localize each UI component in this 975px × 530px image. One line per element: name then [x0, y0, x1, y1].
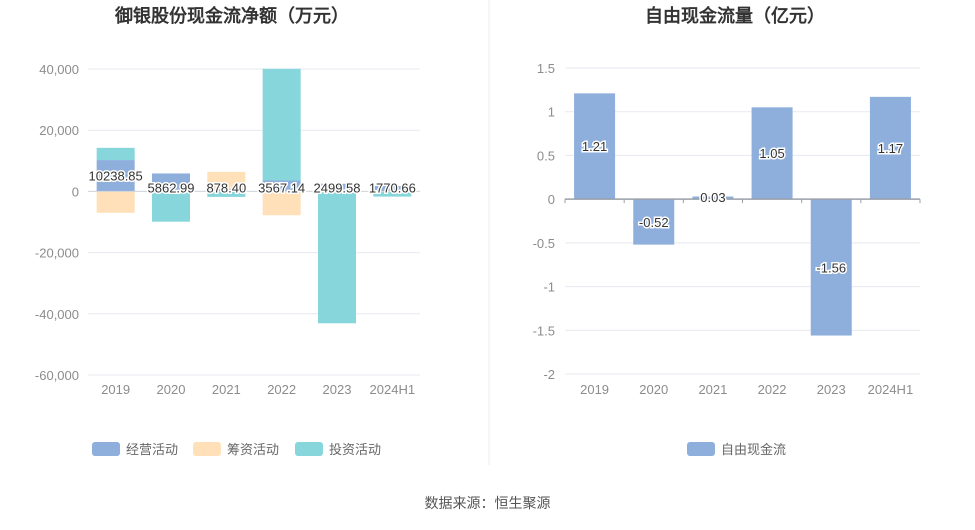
free-cashflow-x-axis: 2019 2020 2021 2022 2023 2024H1 [580, 382, 913, 397]
legend-label-operating[interactable]: 经营活动 [126, 442, 178, 457]
bar-operating-2022[interactable] [262, 180, 301, 192]
x-tick-label: 2023 [323, 382, 352, 397]
bar-investing-2022[interactable] [262, 68, 301, 181]
free-cashflow-data-labels: 1.21 -0.52 0.03 1.05 -1.56 1.17 [580, 138, 904, 277]
data-label: 0.03 [700, 190, 725, 205]
bar-investing-2024H1[interactable] [373, 192, 412, 197]
bar-financing-2022[interactable] [262, 191, 301, 216]
data-label: 5862.99 [148, 180, 195, 195]
x-tick-label: 2021 [212, 382, 241, 397]
y-tick-label: -1.5 [533, 323, 555, 338]
free-cashflow-chart: 自由现金流量（亿元） 1.5 1 0.5 0 -0.5 -1 -1.5 -2 2019 2020… [533, 5, 921, 457]
x-tick-label: 2023 [817, 382, 846, 397]
data-source-note: 数据来源：恒生聚源 [424, 495, 551, 511]
y-tick-label: -0.5 [533, 236, 555, 251]
bar-financing-2021[interactable] [207, 171, 246, 189]
data-label: -1.56 [816, 260, 846, 275]
y-tick-label: -40,000 [35, 307, 79, 322]
y-tick-label: -1 [543, 280, 555, 295]
y-tick-label: 0 [72, 184, 79, 199]
cashflow-data-labels: 10238.85 5862.99 878.40 3567.14 2499.58 1770.… [87, 167, 417, 197]
free-cashflow-bars [564, 93, 921, 336]
bar-free-cashflow-2019[interactable] [574, 93, 616, 200]
free-cashflow-chart-title: 自由现金流量（亿元） [645, 5, 825, 26]
y-tick-label: 1 [548, 105, 555, 120]
legend-label-free-cashflow[interactable]: 自由现金流 [721, 442, 786, 457]
cashflow-bars [88, 68, 420, 324]
bar-financing-2019[interactable] [96, 191, 135, 213]
bar-investing-2021[interactable] [207, 191, 246, 197]
bar-financing-2020[interactable] [152, 191, 190, 193]
x-tick-label: 2019 [101, 382, 130, 397]
free-cashflow-legend[interactable]: 自由现金流 [687, 442, 786, 457]
y-tick-label: -60,000 [35, 368, 79, 383]
bar-free-cashflow-2020[interactable] [633, 199, 675, 245]
bar-free-cashflow-2022[interactable] [751, 107, 793, 200]
x-tick-label: 2024H1 [868, 382, 914, 397]
bar-operating-2020[interactable] [152, 173, 190, 192]
cashflow-legend[interactable]: 经营活动 筹资活动 投资活动 [92, 442, 381, 457]
cashflow-gridlines [88, 68, 420, 376]
legend-swatch-free-cashflow[interactable] [687, 442, 715, 456]
x-tick-label: 2022 [758, 382, 787, 397]
bar-operating-2019[interactable] [96, 160, 135, 192]
data-label: 1.05 [759, 146, 784, 161]
bar-investing-2019[interactable] [96, 147, 135, 161]
data-label: -0.52 [639, 215, 669, 230]
data-label: 1770.66 [369, 180, 416, 195]
bar-investing-2020[interactable] [152, 192, 190, 222]
bar-operating-2023[interactable] [318, 183, 356, 192]
y-tick-label: 20,000 [39, 123, 79, 138]
x-tick-label: 2024H1 [370, 382, 416, 397]
legend-swatch-financing[interactable] [193, 442, 221, 456]
bar-free-cashflow-2023[interactable] [810, 199, 852, 336]
data-label: 3567.14 [258, 180, 305, 195]
bar-operating-2024H1[interactable] [373, 185, 412, 192]
legend-label-investing[interactable]: 投资活动 [329, 442, 381, 457]
data-label: 1.17 [878, 141, 903, 156]
x-tick-label: 2020 [157, 382, 186, 397]
x-tick-label: 2019 [580, 382, 609, 397]
y-tick-label: -2 [543, 367, 555, 382]
bar-free-cashflow-2021[interactable] [692, 196, 734, 200]
bar-investing-2023[interactable] [318, 192, 356, 324]
x-tick-label: 2021 [698, 382, 727, 397]
cashflow-x-axis: 2019 2020 2021 2022 2023 2024H1 [101, 382, 415, 397]
cashflow-chart: 御银股份现金流净额（万元） 40,000 20,000 0 -20,000 -40,00… [35, 5, 420, 457]
cashflow-y-axis: 40,000 20,000 0 -20,000 -40,000 -60,000 [35, 62, 79, 383]
y-tick-label: 1.5 [537, 61, 555, 76]
data-label: 2499.58 [314, 180, 361, 195]
bar-operating-2021[interactable] [207, 188, 246, 192]
free-cashflow-gridlines [565, 67, 920, 375]
bar-free-cashflow-2024H1[interactable] [869, 96, 911, 200]
cashflow-chart-title: 御银股份现金流净额（万元） [114, 5, 349, 26]
data-label: 878.40 [206, 180, 246, 195]
x-tick-label: 2020 [639, 382, 668, 397]
legend-swatch-investing[interactable] [295, 442, 323, 456]
free-cashflow-y-axis: 1.5 1 0.5 0 -0.5 -1 -1.5 -2 [533, 61, 555, 382]
y-tick-label: 0.5 [537, 148, 555, 163]
x-tick-label: 2022 [267, 382, 296, 397]
data-label: 10238.85 [89, 169, 143, 184]
legend-swatch-operating[interactable] [92, 442, 120, 456]
data-label: 1.21 [582, 139, 607, 154]
y-tick-label: 40,000 [39, 62, 79, 77]
y-tick-label: 0 [548, 192, 555, 207]
y-tick-label: -20,000 [35, 246, 79, 261]
legend-label-financing[interactable]: 筹资活动 [227, 442, 279, 457]
